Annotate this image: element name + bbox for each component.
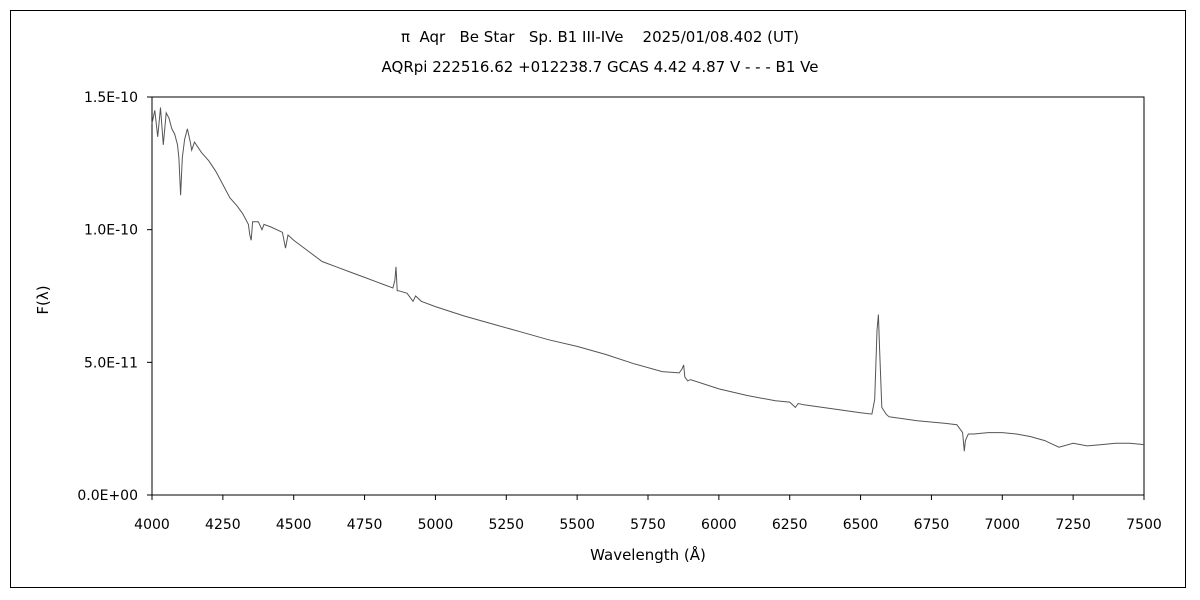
x-axis-title: Wavelength (Å) (590, 545, 706, 564)
spectrum-line (151, 107, 1145, 452)
x-tick-label: 5500 (559, 517, 595, 533)
x-tick-label: 4500 (276, 517, 312, 533)
x-tick-label: 6000 (701, 517, 737, 533)
y-axis-title: F(λ) (34, 285, 52, 314)
x-tick-label: 4250 (205, 517, 241, 533)
plot-area (151, 96, 1145, 496)
x-tick-label: 6500 (843, 517, 879, 533)
x-tick-label: 5000 (418, 517, 454, 533)
y-tick-label: 0.0E+00 (77, 488, 138, 504)
x-tick-label: 6250 (772, 517, 808, 533)
x-tick-label: 6750 (914, 517, 950, 533)
y-axis: 0.0E+00 5.0E-11 1.0E-10 1.5E-10 (77, 90, 152, 504)
chart-subtitle: AQRpi 222516.62 +012238.7 GCAS 4.42 4.87… (381, 58, 819, 76)
y-tick-label: 1.5E-10 (84, 90, 138, 106)
x-tick-label: 7000 (984, 517, 1020, 533)
y-tick-label: 1.0E-10 (84, 223, 138, 239)
x-tick-label: 5750 (630, 517, 666, 533)
chart-title: π Aqr Be Star Sp. B1 III-IVe 2025/01/08.… (400, 28, 800, 46)
x-tick-label: 4000 (134, 517, 170, 533)
x-tick-label: 4750 (347, 517, 383, 533)
x-tick-label: 7500 (1126, 517, 1162, 533)
x-tick-label: 5250 (488, 517, 524, 533)
chart-frame (10, 10, 1186, 588)
x-tick-label: 7250 (1055, 517, 1091, 533)
y-tick-label: 5.0E-11 (84, 355, 138, 371)
x-axis: 4000 4250 4500 4750 5000 5250 5500 5750 6000 6250… (134, 495, 1162, 533)
